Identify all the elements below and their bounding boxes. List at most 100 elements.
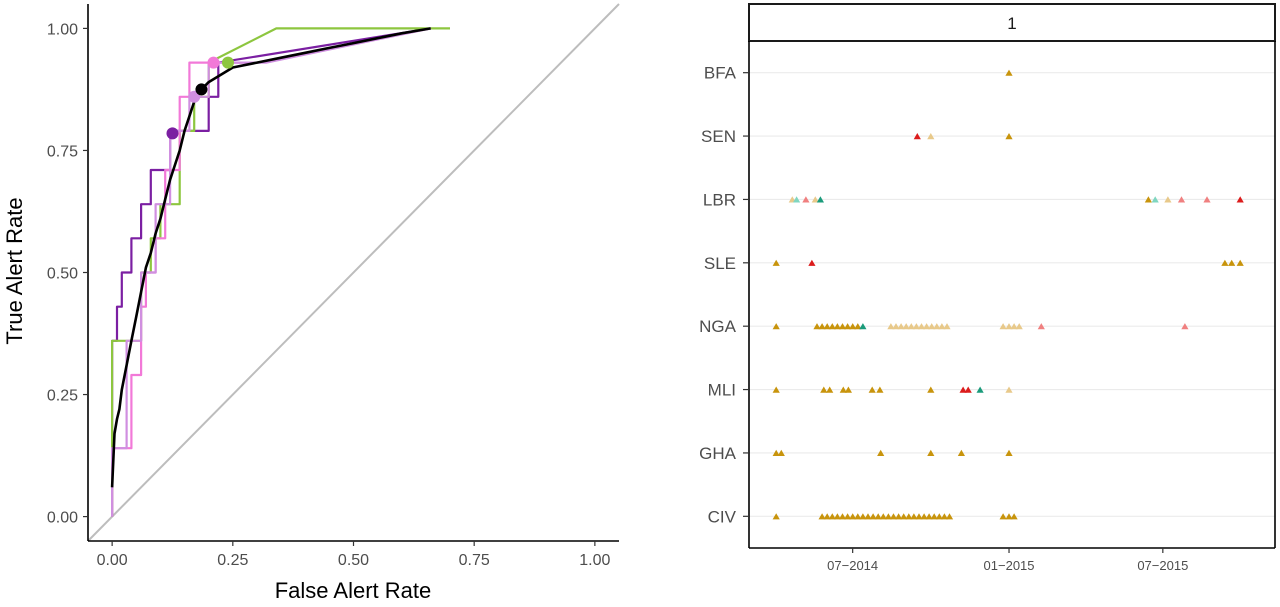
date-tick-label: 07−2014 bbox=[827, 558, 878, 573]
alert-point bbox=[869, 513, 877, 520]
alert-point bbox=[917, 323, 926, 330]
alert-point bbox=[1164, 196, 1172, 203]
alert-point bbox=[844, 323, 852, 330]
alert-point bbox=[828, 513, 836, 520]
alert-point bbox=[964, 386, 972, 393]
alert-point bbox=[1005, 513, 1013, 520]
alert-point bbox=[1010, 323, 1018, 330]
country-label: SLE bbox=[704, 254, 736, 273]
roc-y-tick-label: 0.25 bbox=[47, 388, 78, 405]
alert-point bbox=[879, 513, 887, 520]
alert-point bbox=[772, 323, 780, 330]
alert-point bbox=[844, 513, 852, 520]
alert-point bbox=[1005, 69, 1013, 76]
alert-point bbox=[839, 386, 847, 393]
alert-point bbox=[1181, 323, 1189, 330]
country-label: SEN bbox=[701, 127, 736, 146]
roc-series-line-3 bbox=[111, 27, 431, 517]
roc-series-line-2 bbox=[111, 27, 431, 517]
roc-series-point-4 bbox=[195, 83, 208, 96]
timeline-axes: BFA SEN LBR SLE NGA MLI GHA CIV 07−2014 01−2015 07… bbox=[699, 41, 1276, 573]
alert-point bbox=[777, 449, 785, 456]
alert-point bbox=[826, 386, 834, 393]
alert-point bbox=[1221, 259, 1229, 266]
alert-point bbox=[920, 513, 928, 520]
alert-point bbox=[859, 513, 867, 520]
alert-point bbox=[999, 323, 1007, 330]
country-label: NGA bbox=[699, 317, 737, 336]
roc-diagonal-reference bbox=[87, 3, 620, 542]
alert-point bbox=[877, 449, 885, 456]
alert-point bbox=[957, 449, 965, 456]
country-label: LBR bbox=[703, 190, 736, 209]
roc-y-tick-label: 0.75 bbox=[47, 143, 78, 160]
alert-timeline-panel: 1 BFA SEN LBR SLE NGA MLI GHA CIV 07−2014 01−2015… bbox=[699, 3, 1276, 573]
alert-point bbox=[1177, 196, 1186, 203]
alert-point bbox=[1005, 386, 1013, 393]
alert-point bbox=[828, 323, 836, 330]
alert-point bbox=[838, 323, 847, 330]
alert-point bbox=[772, 513, 780, 520]
alert-point bbox=[1203, 196, 1211, 203]
roc-y-tick-label: 0.00 bbox=[47, 510, 78, 527]
alert-point bbox=[892, 323, 900, 330]
alert-point bbox=[772, 449, 780, 456]
roc-series-line-1 bbox=[111, 27, 450, 517]
alert-point bbox=[887, 323, 895, 330]
alert-point bbox=[913, 133, 921, 140]
alert-point bbox=[1144, 196, 1152, 203]
alert-point bbox=[897, 323, 905, 330]
alert-point bbox=[927, 133, 935, 140]
alert-point bbox=[912, 323, 920, 330]
alert-point bbox=[772, 386, 780, 393]
alert-point bbox=[844, 386, 852, 393]
alert-point bbox=[772, 259, 780, 266]
alert-point bbox=[859, 323, 867, 330]
alert-point bbox=[910, 513, 918, 520]
roc-series-point-1 bbox=[221, 56, 234, 69]
roc-x-tick-label: 0.75 bbox=[459, 552, 490, 569]
roc-series-line-4 bbox=[110, 27, 431, 488]
alert-point bbox=[820, 386, 828, 393]
roc-y-axis-title: True Alert Rate bbox=[2, 197, 27, 344]
alert-point bbox=[915, 513, 923, 520]
alert-point bbox=[816, 196, 824, 203]
roc-x-tick-label: 1.00 bbox=[579, 552, 610, 569]
alert-point bbox=[811, 196, 819, 203]
alert-point bbox=[1037, 323, 1045, 330]
alert-point bbox=[935, 513, 943, 520]
alert-point bbox=[1010, 513, 1018, 520]
alert-point bbox=[813, 323, 821, 330]
country-label: CIV bbox=[708, 507, 737, 526]
alert-point bbox=[1005, 133, 1013, 140]
alert-point bbox=[907, 323, 915, 330]
alert-point bbox=[976, 386, 984, 393]
alert-point bbox=[833, 513, 841, 520]
alert-point bbox=[808, 259, 816, 266]
roc-axes: 0.00 0.25 0.50 0.75 1.00 0.00 0.25 0.50 0.75 1.00 bbox=[47, 4, 619, 569]
roc-points bbox=[166, 56, 234, 140]
alert-point bbox=[854, 513, 862, 520]
country-label: BFA bbox=[704, 64, 737, 83]
facet-strip-label: 1 bbox=[1007, 14, 1016, 33]
date-tick-label: 01−2015 bbox=[984, 558, 1035, 573]
roc-series-line-0 bbox=[111, 27, 431, 517]
roc-y-tick-label: 1.00 bbox=[47, 21, 78, 38]
alert-point bbox=[905, 513, 913, 520]
alert-point bbox=[838, 513, 847, 520]
alert-point bbox=[874, 513, 882, 520]
alert-point bbox=[1236, 259, 1244, 266]
roc-series-point-3 bbox=[188, 90, 201, 103]
alert-point bbox=[1151, 196, 1159, 203]
alert-point bbox=[927, 449, 935, 456]
alert-point bbox=[889, 513, 898, 520]
alert-point bbox=[833, 323, 841, 330]
alert-point bbox=[943, 323, 951, 330]
date-tick-label: 07−2015 bbox=[1137, 558, 1188, 573]
alert-point bbox=[876, 386, 884, 393]
alert-point bbox=[818, 323, 826, 330]
alert-point bbox=[923, 323, 931, 330]
alert-point bbox=[802, 196, 810, 203]
roc-x-tick-label: 0.25 bbox=[217, 552, 248, 569]
alert-point bbox=[849, 323, 857, 330]
